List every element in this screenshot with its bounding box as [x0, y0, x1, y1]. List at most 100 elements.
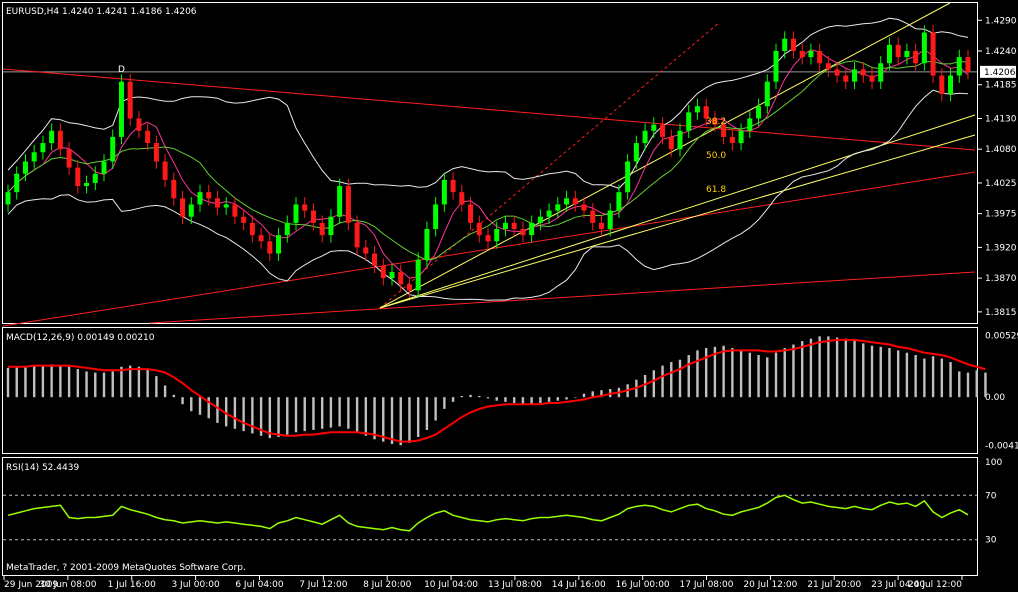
macd-histogram-bar [85, 371, 88, 398]
candle-body [869, 75, 875, 82]
rsi-tick-label: 70 [985, 491, 997, 501]
candle-body [214, 198, 220, 208]
macd-histogram-bar [504, 397, 507, 402]
candle-body [433, 204, 439, 229]
macd-histogram-bar [233, 397, 237, 429]
candle-body [171, 179, 177, 199]
macd-histogram-bar [6, 367, 10, 398]
candle-body [5, 192, 11, 205]
candle-body [817, 50, 823, 64]
fan-line-3 [379, 134, 976, 309]
macd-histogram-bar [137, 366, 141, 398]
macd-histogram-bar [128, 365, 132, 398]
price-tick-label: 1.3815 [985, 308, 1017, 318]
candle-body [712, 118, 718, 125]
candle-body [145, 130, 151, 144]
candle-body [372, 253, 378, 266]
candle-body [476, 222, 482, 236]
macd-histogram-bar [722, 345, 725, 398]
macd-histogram-bar [547, 397, 551, 402]
candle-body [363, 247, 369, 254]
macd-histogram-bar [207, 397, 210, 419]
candle-body [668, 136, 674, 150]
macd-histogram-bar [268, 397, 272, 439]
macd-histogram-bar [443, 397, 446, 409]
candle-body [31, 152, 37, 162]
macd-histogram-bar [539, 397, 542, 404]
candle-body [319, 222, 325, 236]
candle-body [136, 118, 142, 131]
candle-body [747, 118, 753, 131]
macd-histogram-bar [111, 371, 114, 398]
macd-histogram-bar [216, 397, 219, 423]
macd-histogram-bar [731, 348, 734, 398]
macd-histogram-bar [713, 346, 717, 398]
candle-body [354, 222, 360, 248]
rsi-panel: 100 70 30 [3, 458, 1002, 546]
macd-histogram-bar [704, 348, 708, 398]
macd-histogram-bar [259, 397, 263, 436]
macd-histogram-bar [792, 344, 795, 398]
macd-histogram-bar [818, 336, 821, 398]
macd-histogram-bar [102, 372, 106, 398]
time-tick-label: 8 Jul 20:00 [363, 580, 412, 590]
candle-body [555, 204, 561, 211]
candle-body [703, 106, 709, 119]
fib-label-382: 38.2 [706, 117, 726, 127]
candle-body [642, 130, 648, 144]
macd-histogram-bar [652, 370, 656, 398]
macd-histogram-bar [556, 397, 560, 401]
candle-body [84, 182, 90, 187]
time-tick-label: 16 Jul 00:00 [616, 580, 670, 590]
symbol-header: EURUSD,H4 1.4240 1.4241 1.4186 1.4206 [6, 7, 197, 17]
macd-histogram-bar [670, 362, 673, 398]
support-line-lower [149, 271, 976, 324]
macd-histogram-bar [844, 338, 848, 398]
candle-body [921, 32, 927, 64]
fan-line-2 [379, 114, 976, 309]
candle-body [267, 241, 273, 254]
support-line-upper [2, 171, 976, 327]
macd-histogram-bar [984, 372, 987, 398]
price-axis: 1.4290 1.4240 1.4185 1.4130 1.4080 1.4025 1.39… [3, 16, 1017, 318]
candle-body [878, 63, 884, 82]
macd-histogram-bar [50, 364, 53, 398]
macd-histogram-bar [15, 366, 18, 398]
candle-body [843, 75, 849, 82]
candle-body [241, 216, 247, 223]
candle-body [223, 204, 229, 208]
rsi-tick-label: 100 [985, 458, 1002, 468]
macd-histogram-bar [303, 397, 306, 432]
footer-copyright: MetaTrader, ? 2001-2009 MetaQuotes Softw… [6, 563, 246, 573]
candle-body [153, 143, 159, 162]
macd-histogram-bar [286, 397, 289, 435]
candles [5, 25, 971, 298]
macd-histogram-bar [879, 346, 882, 398]
macd-tick-label: 0.00529 [985, 331, 1018, 341]
candle-body [415, 259, 421, 291]
candle-body [284, 222, 290, 236]
macd-histogram-bar [521, 397, 525, 405]
candle-body [276, 235, 282, 254]
candle-body [389, 271, 395, 279]
macd-histogram-bar [582, 393, 586, 398]
fib-label-500: 50.0 [706, 151, 726, 161]
macd-histogram-bar [774, 352, 778, 398]
time-tick-label: 14 Jul 16:00 [552, 580, 606, 590]
candle-body [258, 235, 264, 242]
macd-histogram-bar [24, 366, 27, 398]
gann-line-steep [379, 21, 721, 309]
candle-body [502, 222, 508, 229]
macd-histogram-bar [190, 397, 193, 412]
macd-histogram-bar [905, 352, 909, 398]
bollinger-lower-band [7, 89, 969, 301]
candle-body [92, 173, 98, 183]
bollinger-upper-band [7, 17, 969, 189]
candle-body [22, 161, 28, 174]
macd-histogram-bar [565, 397, 568, 400]
macd-histogram-bar [399, 397, 402, 446]
candle-body [764, 81, 770, 107]
time-tick-label: 20 Jul 12:00 [743, 580, 797, 590]
